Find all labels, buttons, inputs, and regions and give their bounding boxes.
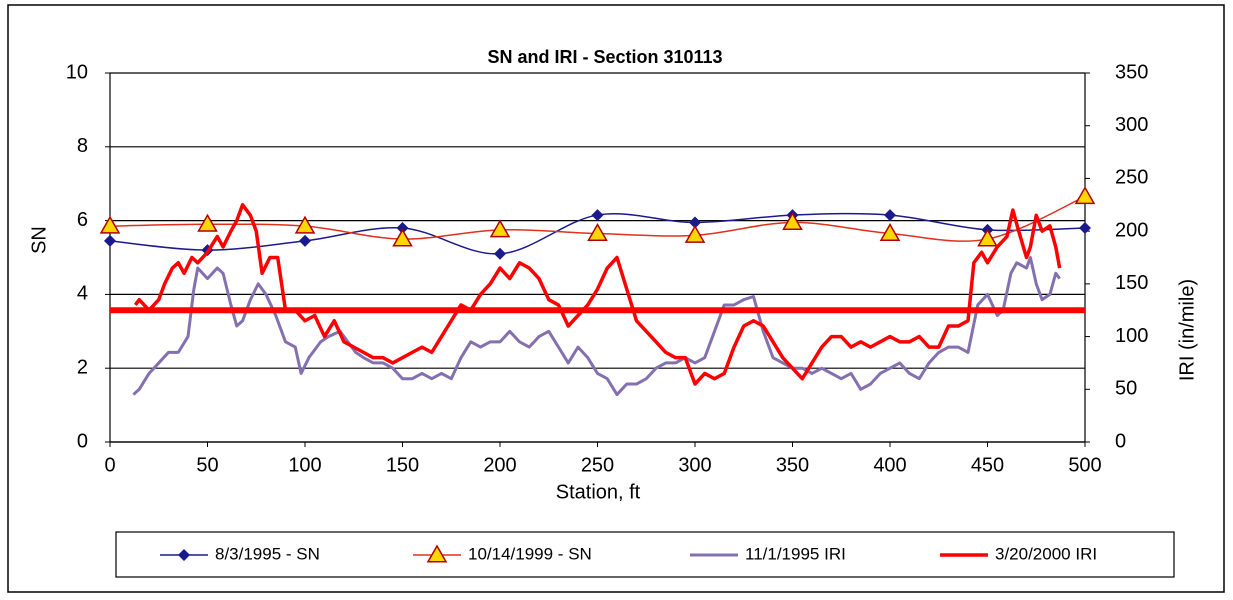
y2-tick-label: 150 xyxy=(1115,272,1148,294)
point xyxy=(489,219,511,238)
x-axis-label: Station, ft xyxy=(556,481,641,503)
point xyxy=(99,215,121,234)
y-tick-label: 8 xyxy=(77,135,88,157)
legend-marker xyxy=(178,549,190,561)
legend-label: 3/20/2000 IRI xyxy=(995,544,1097,563)
x-tick-label: 500 xyxy=(1068,454,1101,476)
y2-tick-label: 350 xyxy=(1115,61,1148,83)
chart-border xyxy=(7,4,1225,593)
legend-label: 8/3/1995 - SN xyxy=(215,544,320,563)
point xyxy=(587,223,608,242)
point xyxy=(1079,221,1091,234)
point xyxy=(104,234,116,247)
y-tick-label: 10 xyxy=(66,61,88,83)
point xyxy=(684,224,706,243)
y2-tick-label: 50 xyxy=(1115,378,1137,400)
point xyxy=(884,209,896,222)
point xyxy=(782,211,803,230)
x-tick-label: 450 xyxy=(971,454,1004,476)
y2-axis-label: IRI (in/mile) xyxy=(1176,279,1198,381)
y-tick-label: 4 xyxy=(77,283,88,305)
series-line xyxy=(132,256,1061,397)
y-tick-label: 0 xyxy=(77,430,88,452)
x-tick-label: 50 xyxy=(196,454,218,476)
point xyxy=(494,247,506,260)
legend-label: 10/14/1999 - SN xyxy=(468,544,592,563)
x-tick-label: 300 xyxy=(678,454,711,476)
y2-tick-label: 100 xyxy=(1115,325,1148,347)
point xyxy=(591,209,604,222)
y2-tick-label: 200 xyxy=(1115,219,1148,241)
x-tick-label: 150 xyxy=(386,454,419,476)
y-tick-label: 6 xyxy=(77,209,88,231)
point xyxy=(197,213,218,232)
y-tick-label: 2 xyxy=(77,356,88,378)
point xyxy=(689,216,701,229)
x-tick-label: 250 xyxy=(581,454,614,476)
point xyxy=(396,221,409,234)
y2-tick-label: 0 xyxy=(1115,430,1126,452)
chart-title: SN and IRI - Section 310113 xyxy=(487,47,722,67)
legend-label: 11/1/1995 IRI xyxy=(745,544,846,563)
legend-marker xyxy=(426,544,448,563)
point xyxy=(299,234,311,247)
point xyxy=(879,223,901,242)
x-tick-label: 200 xyxy=(483,454,516,476)
y-axis-label: SN xyxy=(28,226,50,254)
x-tick-label: 350 xyxy=(776,454,809,476)
point xyxy=(392,228,413,247)
y2-tick-label: 250 xyxy=(1115,167,1148,189)
series-line xyxy=(133,203,1062,386)
point xyxy=(977,228,998,247)
y2-tick-label: 300 xyxy=(1115,114,1148,136)
x-tick-label: 100 xyxy=(288,454,321,476)
point xyxy=(294,215,316,234)
x-tick-label: 0 xyxy=(104,454,115,476)
x-tick-label: 400 xyxy=(873,454,906,476)
point xyxy=(1074,186,1096,205)
legend xyxy=(115,531,1175,578)
